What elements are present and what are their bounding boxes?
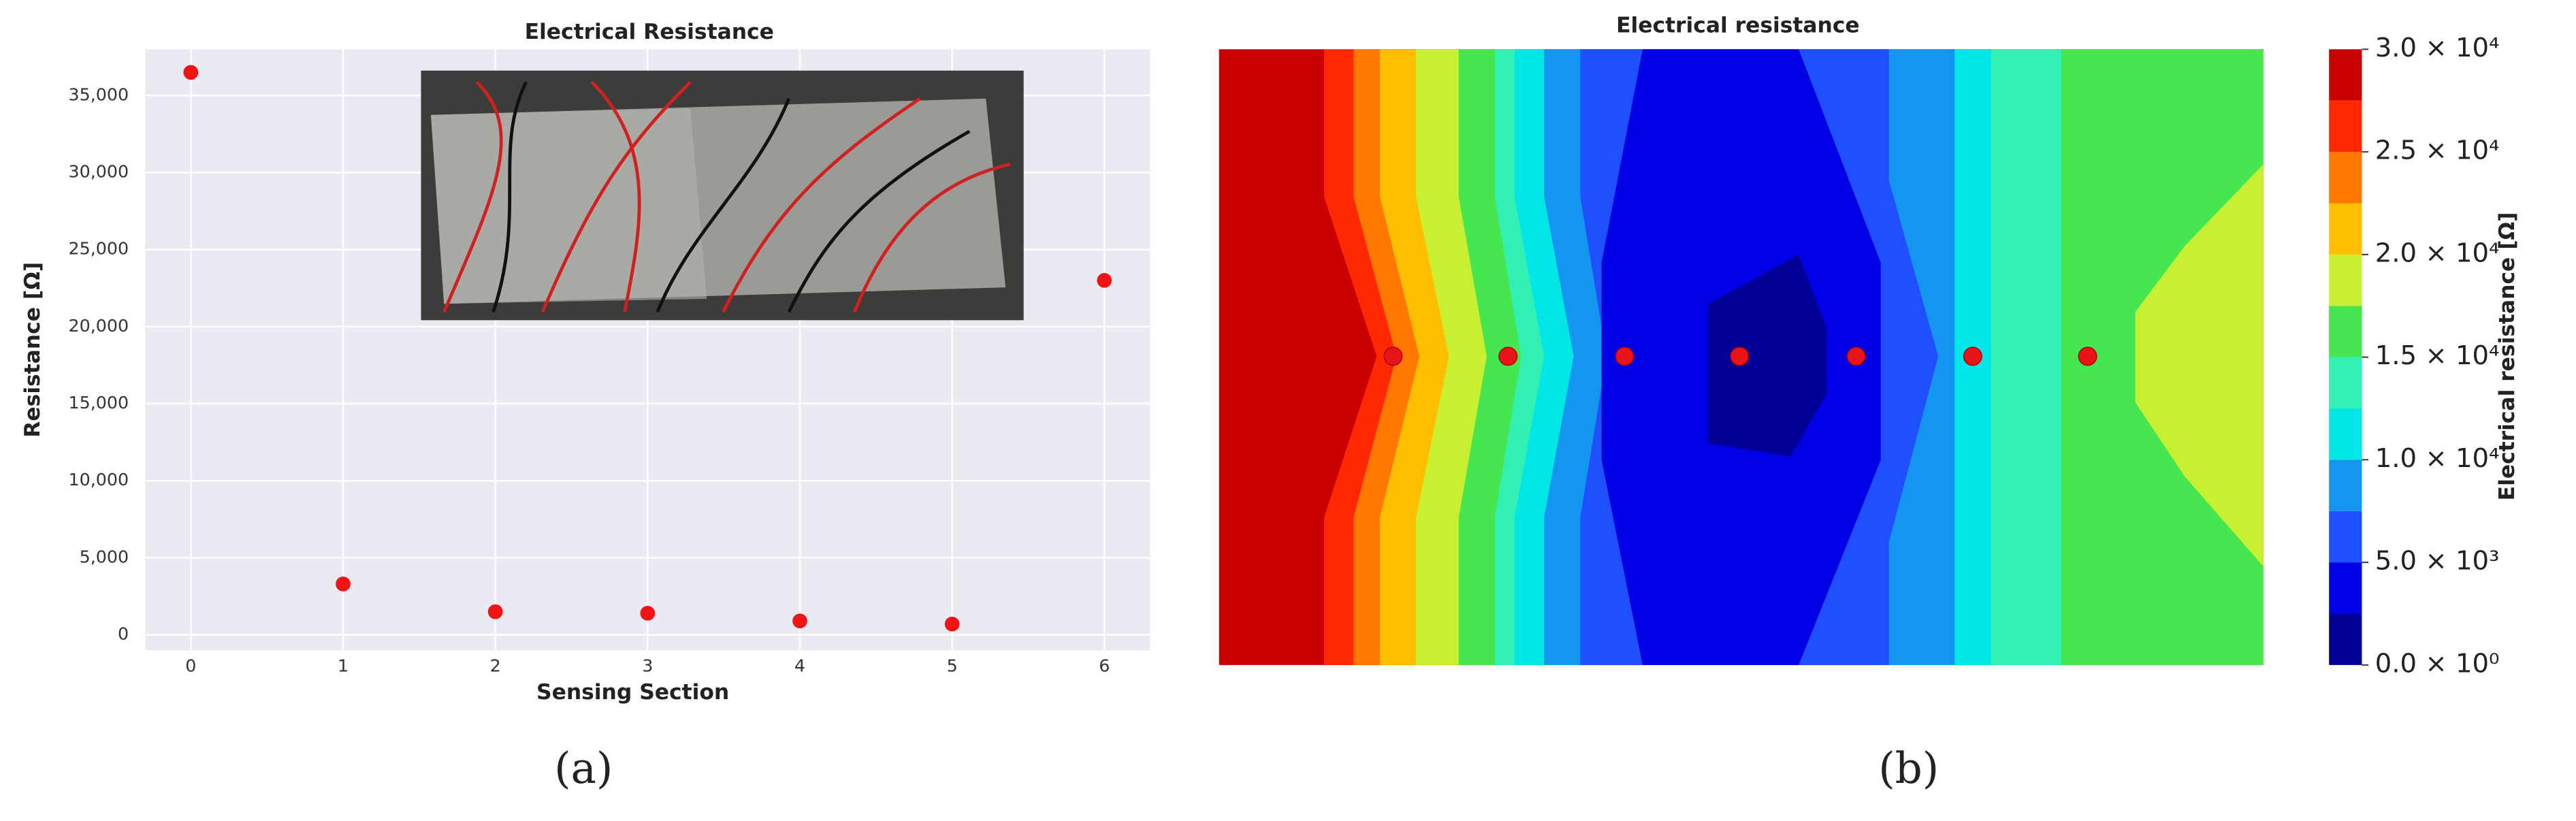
data-point xyxy=(336,576,351,592)
sensor-marker xyxy=(1963,347,1982,366)
data-point xyxy=(944,616,960,632)
data-point xyxy=(183,65,199,80)
chart-title: Electrical Resistance xyxy=(525,20,774,44)
colorbar-band xyxy=(2329,203,2362,255)
colorbar-band xyxy=(2329,49,2362,101)
colorbar-tick-label: 5.0 × 10³ xyxy=(2375,546,2500,577)
colorbar-band xyxy=(2329,152,2362,204)
colorbar-band xyxy=(2329,254,2362,306)
y-tick-label: 15,000 xyxy=(69,392,129,413)
y-tick-label: 25,000 xyxy=(69,238,129,259)
contour-band xyxy=(1708,254,1827,457)
photo-wire xyxy=(787,129,971,313)
sensor-marker xyxy=(1846,347,1866,366)
colorbar-band xyxy=(2329,357,2362,408)
colorbar-band xyxy=(2329,100,2362,152)
colorbar-tick-label: 3.0 × 10⁴ xyxy=(2375,33,2500,63)
photo-block-shade xyxy=(430,108,707,304)
y-tick-label: 10,000 xyxy=(69,469,129,489)
y-tick-label: 20,000 xyxy=(69,315,129,336)
colorbar-tick-label: 2.0 × 10⁴ xyxy=(2375,238,2500,268)
panel-a: Electrical Resistance Sensing Section Re… xyxy=(20,20,1150,793)
photo-wire xyxy=(590,80,641,312)
colorbar-tick-label: 2.5 × 10⁴ xyxy=(2375,135,2500,166)
photo-wire xyxy=(442,80,503,313)
y-axis-label: Resistance [Ω] xyxy=(20,262,45,438)
colorbar-label: Electrical resistance [Ω] xyxy=(2495,212,2519,500)
x-tick-label: 5 xyxy=(947,655,958,675)
y-tick-label: 5,000 xyxy=(80,546,129,566)
x-tick-label: 0 xyxy=(185,655,196,675)
inset-photo xyxy=(421,70,1024,321)
x-axis-label: Sensing Section xyxy=(536,680,729,705)
sensor-marker xyxy=(1730,347,1750,366)
sensor-marker xyxy=(1383,347,1403,366)
x-tick-label: 6 xyxy=(1099,655,1110,675)
y-tick-label: 0 xyxy=(118,624,129,644)
x-tick-label: 3 xyxy=(642,655,653,675)
colorbar-tick-label: 1.5 × 10⁴ xyxy=(2375,340,2500,371)
x-tick-label: 4 xyxy=(794,655,805,675)
photo-wire xyxy=(541,80,692,313)
colorbar-band xyxy=(2329,562,2362,614)
x-tick-label: 1 xyxy=(338,655,349,675)
sensor-marker xyxy=(2078,347,2097,366)
photo-wire xyxy=(492,81,528,313)
caption: (b) xyxy=(1878,743,1939,793)
colorbar-tick-label: 1.0 × 10⁴ xyxy=(2375,443,2500,474)
photo-wire xyxy=(852,162,1011,313)
y-tick-label: 35,000 xyxy=(69,84,129,104)
x-tick-label: 2 xyxy=(490,655,501,675)
colorbar-band xyxy=(2329,306,2362,357)
photo-wire xyxy=(722,97,922,313)
data-point xyxy=(487,604,503,619)
sensor-marker xyxy=(1615,347,1635,366)
chart-title: Electrical resistance xyxy=(1616,14,1860,38)
data-point xyxy=(792,613,807,628)
data-point xyxy=(640,605,656,621)
colorbar-band xyxy=(2329,460,2362,511)
sensor-marker xyxy=(1498,347,1518,366)
caption: (a) xyxy=(554,743,613,793)
panel-b: Electrical resistance Electrical resista… xyxy=(1219,14,2519,793)
y-tick-label: 30,000 xyxy=(69,161,129,181)
colorbar-band xyxy=(2329,613,2362,665)
colorbar-tick-label: 0.0 × 10⁰ xyxy=(2375,648,2500,679)
photo-wire xyxy=(656,97,790,313)
colorbar-band xyxy=(2329,408,2362,460)
colorbar-band xyxy=(2329,511,2362,563)
data-point xyxy=(1097,273,1112,288)
